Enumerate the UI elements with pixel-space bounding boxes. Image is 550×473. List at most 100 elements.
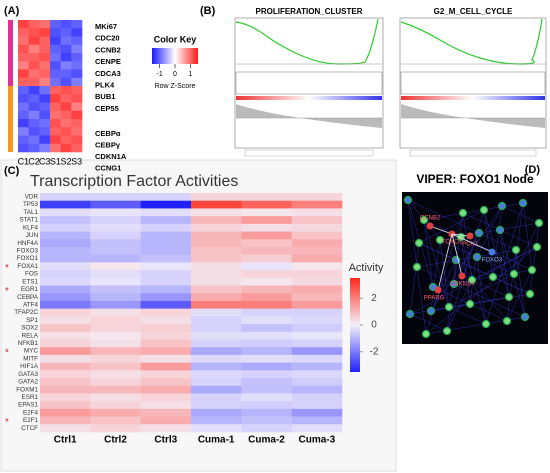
heatmap-cell	[90, 223, 141, 232]
heatmap-cell	[90, 339, 141, 348]
heatmap-cell	[50, 61, 61, 70]
column-label: Ctrl3	[154, 435, 177, 446]
heatmap-cell	[40, 285, 91, 294]
heatmap-cell	[291, 401, 343, 410]
heatmap-cell	[28, 44, 40, 54]
heatmap-cell	[18, 143, 29, 153]
heatmap-cell	[39, 143, 51, 153]
heatmap-cell	[191, 385, 242, 394]
heatmap-cell	[291, 416, 343, 425]
heatmap-cell	[18, 53, 29, 62]
network-edge	[446, 279, 473, 332]
node-label: CCNB2	[420, 216, 441, 222]
heatmap-cell	[39, 28, 51, 37]
heatmap-cell	[140, 424, 192, 433]
row-label: CEBPA	[17, 294, 39, 301]
network-node	[472, 252, 482, 262]
network-edge	[451, 233, 493, 253]
heatmap-cell	[241, 277, 292, 286]
heatmap-cell	[140, 316, 192, 325]
heatmap-cell	[241, 339, 292, 348]
heatmap-cell	[291, 331, 343, 340]
colorbar	[350, 278, 360, 372]
heatmap-cell	[28, 69, 40, 79]
heatmap-cell	[18, 77, 29, 87]
heatmap-cell	[90, 393, 141, 402]
heatmap-cell	[60, 127, 72, 136]
heatmap-cell	[50, 28, 61, 37]
row-label: KLF4	[23, 224, 39, 231]
row-label: ESR1	[22, 394, 39, 401]
star: *	[5, 263, 9, 274]
color-key-subtitle: Row Z-Score	[155, 83, 196, 90]
gene-label: PLK4	[95, 80, 115, 89]
heatmap-cell	[140, 193, 192, 202]
heatmap-cell	[291, 339, 343, 348]
row-label: HNF4A	[17, 240, 38, 247]
heatmap-cell	[140, 347, 192, 356]
heatmap-cell	[40, 216, 91, 225]
heatmap-cell	[28, 94, 40, 103]
heatmap-cell	[291, 385, 343, 394]
network-node	[412, 262, 422, 272]
network-node	[421, 329, 431, 339]
network-edge	[407, 199, 480, 234]
tick-label: -2	[370, 346, 379, 357]
heatmap-cell	[241, 354, 292, 363]
node-label: PCK1	[462, 242, 478, 248]
heatmap-cell	[40, 339, 91, 348]
network-node	[426, 306, 436, 316]
heatmap-cell	[50, 86, 61, 95]
heatmap-cell	[140, 277, 192, 286]
heatmap-cell	[191, 339, 242, 348]
network-edge	[460, 236, 533, 271]
row-label: MYC	[24, 348, 38, 355]
network-node	[495, 225, 505, 235]
heatmap-cell	[40, 324, 91, 333]
network-edge	[407, 199, 418, 268]
heatmap-cell	[40, 200, 91, 209]
heatmap-cell	[50, 77, 61, 87]
row-label: ATF4	[23, 301, 38, 308]
heatmap-cell	[191, 254, 242, 263]
network-edge	[451, 233, 463, 277]
heatmap-cell	[291, 293, 343, 302]
heatmap-cell	[140, 200, 192, 209]
heatmap-cell	[40, 347, 91, 356]
heatmap-cell	[241, 347, 292, 356]
heatmap-cell	[191, 378, 242, 387]
heatmap-cell	[140, 300, 192, 309]
heatmap-cell	[90, 254, 141, 263]
network-edge	[506, 269, 533, 322]
heatmap-cell	[140, 324, 192, 333]
heatmap-cell	[71, 102, 83, 112]
gene-label: CDC20	[95, 34, 120, 43]
gene-label: CDCA3	[95, 69, 121, 78]
network-edge	[423, 219, 450, 308]
heatmap-cell	[90, 193, 141, 202]
network-node	[534, 218, 544, 228]
heatmap-cell	[40, 308, 91, 317]
heatmap-cell	[191, 216, 242, 225]
heatmap-cell	[291, 277, 343, 286]
heatmap-cell	[60, 135, 72, 145]
heatmap-cell	[140, 401, 192, 410]
heatmap-cell	[28, 110, 40, 120]
tick-label: 1	[188, 71, 192, 78]
network-edge	[501, 205, 540, 224]
heatmap-cell	[90, 385, 141, 394]
heatmap-cell	[191, 231, 242, 240]
star: *	[5, 286, 9, 297]
key-node	[458, 272, 466, 280]
heatmap-cell	[191, 408, 242, 417]
heatmap-cell	[140, 293, 192, 302]
heatmap-cell	[241, 254, 292, 263]
row-label: FOXM1	[16, 386, 38, 393]
heatmap-cell	[50, 36, 61, 46]
heatmap-cell	[18, 135, 29, 145]
heatmap-cell	[241, 370, 292, 379]
network-edge	[453, 283, 526, 318]
heatmap-cell	[191, 401, 242, 410]
row-label: FOS	[25, 271, 38, 278]
network-node	[532, 242, 542, 252]
